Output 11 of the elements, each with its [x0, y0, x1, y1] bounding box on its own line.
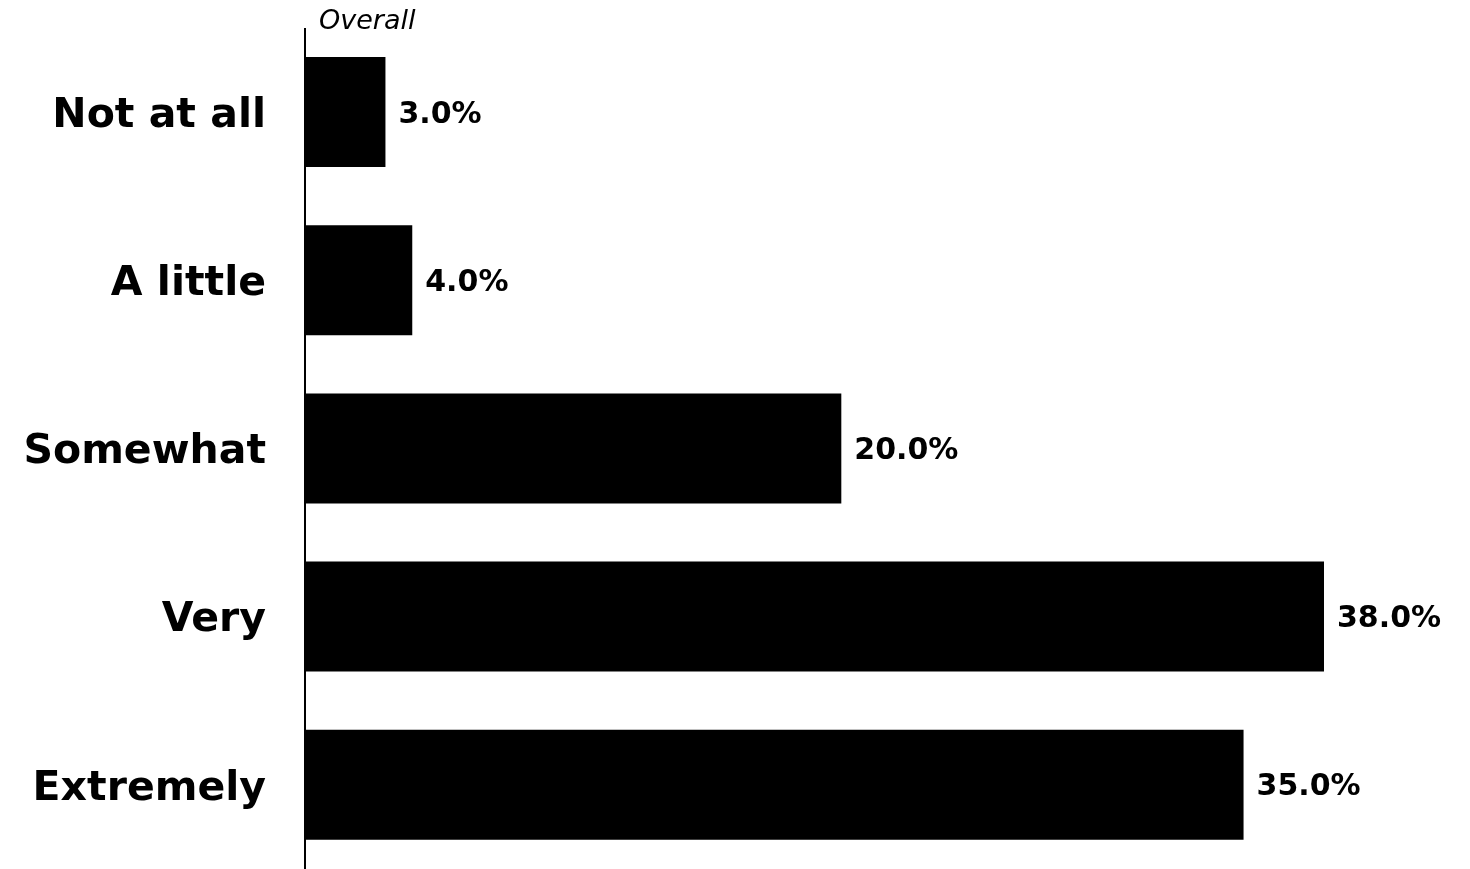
y-tick-label: Not at all — [52, 88, 266, 137]
data-label: 35.0% — [1256, 767, 1361, 803]
y-tick-label: Somewhat — [23, 425, 266, 474]
data-label: 38.0% — [1337, 599, 1442, 635]
data-label: 20.0% — [854, 431, 959, 467]
data-label: 4.0% — [425, 262, 509, 298]
y-tick-label: Extremely — [32, 761, 266, 810]
chart-title: Overall — [319, 4, 416, 36]
y-tick-label: A little — [110, 257, 266, 306]
y-tick-label: Very — [161, 593, 266, 642]
data-label: 3.0% — [398, 94, 482, 130]
